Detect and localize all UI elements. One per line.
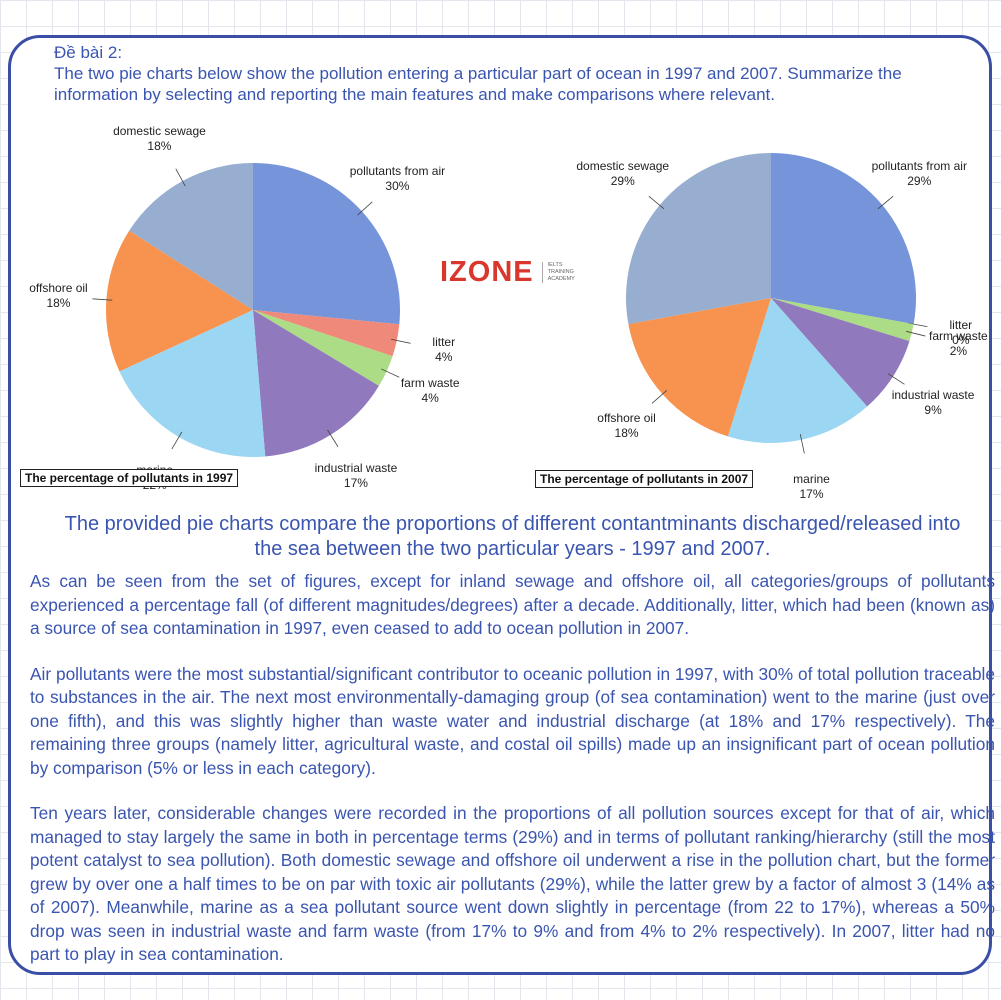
- slice-value: 29%: [610, 174, 635, 189]
- slice-label: offshore oil 18%: [572, 411, 682, 441]
- leader-line: [651, 390, 668, 404]
- leader-line: [877, 195, 894, 210]
- slice-value: 17%: [343, 475, 368, 490]
- slice-label: domestic sewage 29%: [568, 159, 678, 189]
- pie-slice: [626, 153, 771, 325]
- leader-line: [171, 431, 183, 450]
- slice-label: pollutants from air 30%: [342, 164, 452, 194]
- leader-line: [887, 373, 905, 385]
- slice-name: pollutants from air: [349, 163, 446, 178]
- slice-name: offshore oil: [29, 281, 88, 296]
- slice-label: industrial waste 9%: [878, 388, 988, 418]
- pie-slice: [771, 298, 914, 342]
- slice-name: industrial waste: [891, 387, 975, 402]
- pie-slice: [253, 310, 393, 386]
- slice-value: 4%: [435, 350, 453, 365]
- leader-line: [327, 429, 339, 447]
- header: Đề bài 2: The two pie charts below show …: [54, 42, 934, 105]
- chart-caption: The percentage of pollutants in 2007: [535, 470, 754, 488]
- pie-slice: [771, 298, 910, 407]
- pie-slice: [253, 310, 400, 357]
- slice-label: pollutants from air 29%: [864, 159, 974, 189]
- pie-slice: [727, 298, 868, 443]
- slice-label: litter 4%: [389, 335, 499, 365]
- chart-caption: The percentage of pollutants in 1997: [20, 469, 239, 487]
- slice-value: 0%: [952, 332, 970, 347]
- pie-slice: [119, 310, 266, 457]
- essay-heading: The provided pie charts compare the prop…: [64, 513, 961, 560]
- slice-name: industrial waste: [314, 460, 398, 475]
- logo: IZONE IELTS TRAINING ACADEMY: [440, 256, 578, 289]
- slice-label: domestic sewage 18%: [104, 124, 214, 154]
- slice-label: marine 17%: [757, 472, 867, 502]
- leader-line: [648, 195, 665, 210]
- slice-label: litter 0%: [906, 318, 1001, 348]
- slice-name: farm waste: [929, 329, 988, 344]
- leader-line: [906, 330, 926, 337]
- slice-name: offshore oil: [597, 410, 656, 425]
- slice-value: 4%: [421, 391, 439, 406]
- pie-slice: [105, 230, 253, 372]
- logo-name: IZONE: [440, 256, 534, 288]
- slice-label: farm waste 2%: [903, 329, 1001, 359]
- slice-name: pollutants from air: [871, 159, 967, 174]
- task-prompt: The two pie charts below show the pollut…: [54, 64, 902, 104]
- task-label: Đề bài 2:: [54, 43, 123, 62]
- pie-slice: [253, 310, 379, 457]
- slice-value: 18%: [147, 138, 172, 153]
- slice-value: 17%: [799, 486, 824, 501]
- pie-slice: [628, 298, 771, 437]
- slice-name: marine: [793, 471, 830, 486]
- slice-label: offshore oil 18%: [3, 281, 113, 311]
- slice-name: litter: [432, 335, 456, 350]
- leader-line: [390, 338, 411, 344]
- slice-value: 18%: [46, 296, 71, 311]
- slice-value: 2%: [949, 344, 968, 359]
- slice-name: domestic sewage: [576, 159, 670, 174]
- slice-name: litter: [949, 317, 973, 332]
- slice-name: farm waste: [400, 376, 460, 391]
- slice-value: 9%: [924, 402, 942, 417]
- leader-line: [357, 201, 373, 216]
- logo-tagline: IELTS TRAINING ACADEMY: [541, 262, 578, 283]
- slice-name: domestic sewage: [113, 123, 206, 138]
- leader-line: [381, 368, 400, 378]
- slice-label: industrial waste 17%: [301, 461, 411, 491]
- leader-line: [92, 298, 113, 301]
- essay: The provided pie charts compare the prop…: [30, 512, 995, 989]
- pie-slice: [771, 153, 916, 325]
- essay-paragraph: Ten years later, considerable changes we…: [30, 803, 995, 964]
- leader-line: [175, 168, 186, 187]
- essay-paragraph: Air pollutants were the most substantial…: [30, 663, 995, 778]
- pie-slice: [129, 163, 253, 310]
- pie-slice: [253, 163, 400, 325]
- slice-value: 18%: [614, 425, 639, 440]
- essay-paragraph: As can be seen from the set of figures, …: [30, 571, 995, 638]
- leader-line: [907, 322, 928, 328]
- slice-label: farm waste 4%: [375, 376, 485, 406]
- leader-line: [799, 434, 805, 454]
- slice-value: 30%: [385, 178, 410, 193]
- slice-value: 29%: [907, 174, 932, 189]
